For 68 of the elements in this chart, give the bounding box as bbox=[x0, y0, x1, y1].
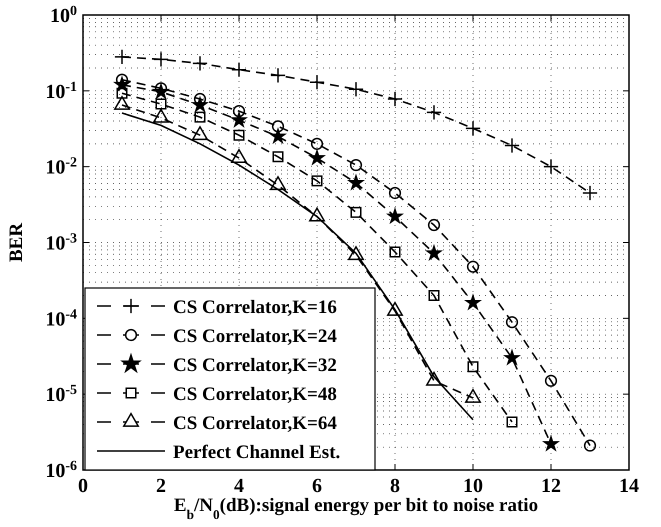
point bbox=[270, 128, 286, 143]
x-tick-label: 8 bbox=[390, 475, 400, 497]
point bbox=[582, 185, 598, 201]
y-tick-label: 10$^{-3}$ bbox=[45, 231, 77, 254]
y-tick-label: 10$^{-4}$ bbox=[45, 306, 77, 330]
point bbox=[232, 105, 246, 118]
x-tick-label: 4 bbox=[234, 475, 244, 497]
legend-label: CS Correlator,K=64 bbox=[173, 413, 338, 434]
point bbox=[504, 138, 520, 154]
point bbox=[114, 49, 130, 65]
y-axis-title: BER bbox=[6, 222, 27, 262]
x-tick-label: 14 bbox=[619, 475, 639, 497]
point bbox=[428, 290, 440, 301]
point bbox=[348, 175, 364, 190]
point bbox=[192, 97, 208, 112]
point bbox=[544, 436, 558, 450]
point bbox=[116, 88, 128, 99]
point bbox=[153, 52, 169, 68]
point bbox=[426, 104, 442, 120]
point bbox=[348, 81, 364, 98]
x-tick-label: 0 bbox=[78, 475, 88, 497]
point bbox=[466, 295, 480, 310]
legend-label: CS Correlator,K=48 bbox=[173, 384, 337, 405]
y-tick-label: 10$^{-1}$ bbox=[45, 79, 77, 103]
y-tick-label: 10$^{0}$ bbox=[50, 4, 77, 27]
point bbox=[192, 56, 208, 72]
point bbox=[309, 74, 325, 90]
point bbox=[154, 84, 168, 98]
x-tick-label: 2 bbox=[156, 475, 166, 497]
point bbox=[544, 374, 558, 387]
point bbox=[543, 158, 559, 175]
legend-label: CS Correlator,K=32 bbox=[173, 355, 337, 376]
point bbox=[272, 151, 284, 162]
point bbox=[194, 112, 206, 123]
point bbox=[506, 316, 518, 328]
point bbox=[388, 208, 402, 223]
point bbox=[466, 260, 480, 273]
point bbox=[270, 67, 286, 84]
legend-label: CS Correlator,K=16 bbox=[173, 297, 337, 318]
point bbox=[312, 175, 322, 186]
x-tick-label: 10 bbox=[463, 475, 483, 497]
point bbox=[465, 120, 481, 136]
point bbox=[156, 98, 166, 110]
point bbox=[504, 350, 520, 364]
point bbox=[350, 158, 362, 172]
point bbox=[234, 130, 244, 141]
point bbox=[388, 186, 402, 200]
point bbox=[584, 439, 596, 452]
point bbox=[426, 246, 442, 260]
x-tick-label: 6 bbox=[312, 475, 322, 497]
y-tick-label: 10$^{-6}$ bbox=[45, 458, 77, 482]
point bbox=[272, 120, 284, 132]
point bbox=[232, 112, 246, 127]
y-tick-label: 10$^{-2}$ bbox=[45, 155, 77, 179]
x-tick-label: 12 bbox=[541, 475, 561, 497]
point bbox=[231, 62, 247, 78]
point bbox=[468, 361, 478, 372]
x-axis-title: E$_{b}$/N$_{0}$(dB):signal energy per bit to noise ratio bbox=[174, 495, 538, 522]
point bbox=[350, 206, 362, 218]
point bbox=[506, 416, 518, 428]
point bbox=[387, 91, 403, 107]
point bbox=[428, 218, 440, 232]
point bbox=[390, 246, 400, 258]
legend-label: CS Correlator,K=24 bbox=[173, 326, 338, 347]
point bbox=[310, 150, 324, 164]
y-tick-label: 10$^{-5}$ bbox=[45, 382, 77, 406]
point bbox=[310, 138, 324, 150]
legend-label: Perfect Channel Est. bbox=[173, 442, 340, 463]
